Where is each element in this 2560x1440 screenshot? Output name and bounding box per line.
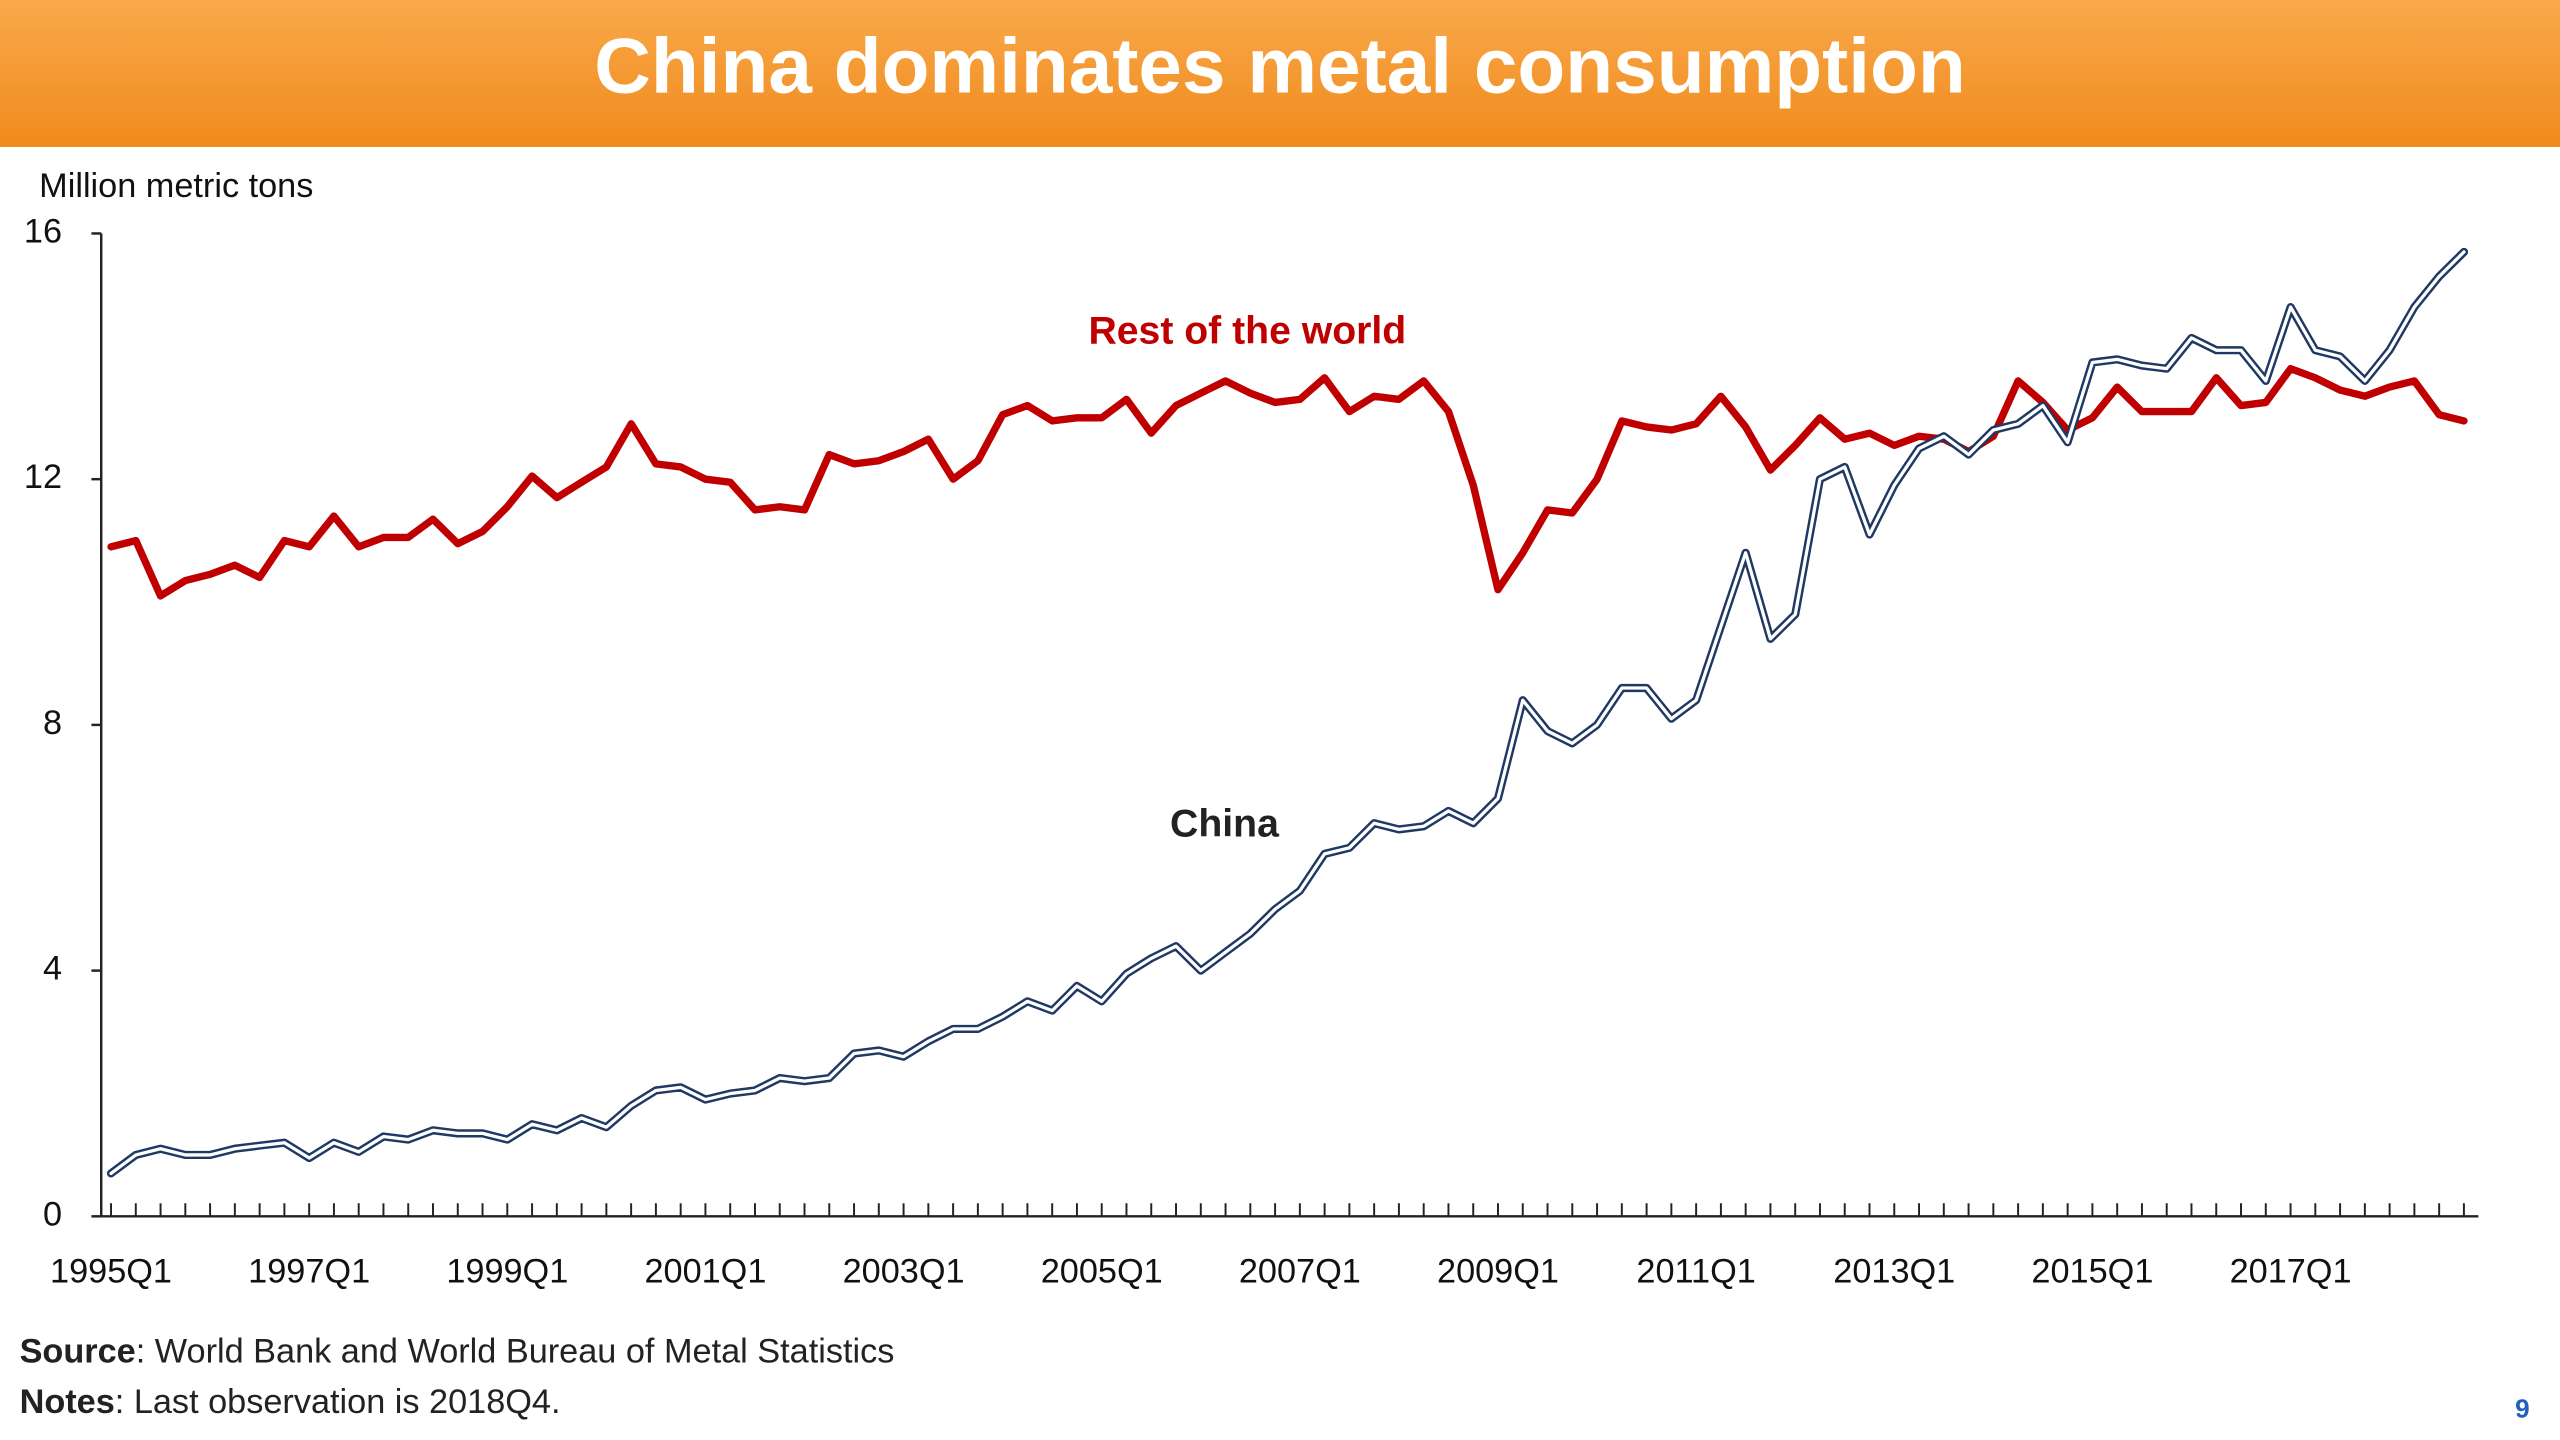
x-tick-label: 2005Q1: [1041, 1253, 1163, 1291]
rest-of-world-line: [107, 364, 2468, 600]
y-tick-label: 4: [43, 950, 62, 988]
notes-text: : Last observation is 2018Q4.: [115, 1383, 561, 1421]
x-tick-label: 1995Q1: [50, 1253, 172, 1291]
source-note: Source: World Bank and World Bureau of M…: [20, 1333, 895, 1371]
y-axis-label: Million metric tons: [39, 167, 313, 205]
x-tick-label: 2013Q1: [1833, 1253, 1955, 1291]
notes-label: Notes: [20, 1383, 115, 1421]
x-tick-label: 2009Q1: [1437, 1253, 1559, 1291]
x-tick-label: 2007Q1: [1239, 1253, 1361, 1291]
y-tick-label: 0: [43, 1195, 62, 1233]
series-label: Rest of the world: [1088, 309, 1406, 352]
series-label: China: [1170, 802, 1280, 845]
title-banner: [0, 0, 2560, 147]
chart-title: China dominates metal consumption: [594, 22, 1965, 110]
x-tick-label: 1997Q1: [248, 1253, 370, 1291]
y-tick-label: 12: [24, 458, 62, 496]
page-number: 9: [2515, 1394, 2530, 1424]
y-tick-label: 16: [24, 213, 62, 251]
x-tick-label: 2017Q1: [2230, 1253, 2352, 1291]
china-line-inner: [109, 250, 2466, 1176]
y-tick-label: 8: [43, 704, 62, 742]
x-tick-label: 2015Q1: [2031, 1253, 2153, 1291]
source-text: : World Bank and World Bureau of Metal S…: [136, 1333, 895, 1371]
x-tick-label: 2003Q1: [843, 1253, 965, 1291]
notes: Notes: Last observation is 2018Q4.: [20, 1383, 561, 1421]
x-tick-label: 2001Q1: [644, 1253, 766, 1291]
x-tick-label: 1999Q1: [446, 1253, 568, 1291]
source-label: Source: [20, 1333, 136, 1371]
x-tick-label: 2011Q1: [1636, 1253, 1755, 1291]
